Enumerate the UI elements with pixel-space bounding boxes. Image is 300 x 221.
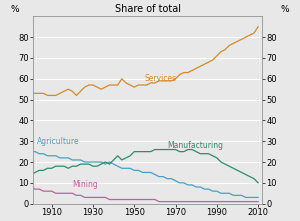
Text: Manufacturing: Manufacturing [167,141,223,150]
Text: Services: Services [145,74,177,83]
Text: Mining: Mining [72,180,98,189]
Title: Share of total: Share of total [115,4,181,14]
Text: Agriculture: Agriculture [37,137,80,146]
Text: %: % [11,6,19,14]
Text: %: % [281,6,290,14]
